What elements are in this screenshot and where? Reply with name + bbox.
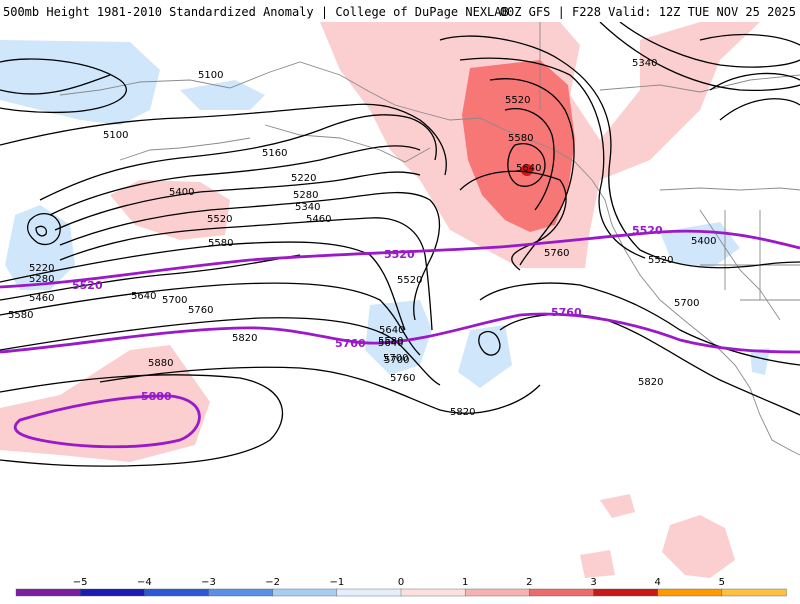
contour-label: 5220 — [291, 173, 316, 184]
positive-anomaly-area — [662, 515, 735, 578]
colorbar-cell — [721, 588, 787, 597]
contour-label: 5580 — [378, 336, 403, 347]
height-contours — [0, 22, 800, 467]
contour-label: 5220 — [29, 263, 54, 274]
colorbar-cell — [144, 588, 210, 597]
colorbar-cell — [336, 588, 402, 597]
colorbar: −5 −4 −3 −2 −1 0 1 2 3 4 5 — [0, 575, 800, 600]
contour-label: 5820 — [638, 377, 663, 388]
colorbar-tick-label: −4 — [137, 577, 152, 588]
map-panel: 5100 5100 5160 5220 5280 5340 5400 5460 … — [0, 22, 800, 579]
highlight-contour-label: 5760 — [551, 306, 582, 319]
positive-anomaly-area — [0, 345, 210, 462]
map-header: 500mb Height 1981-2010 Standardized Anom… — [0, 0, 800, 22]
anomaly-map: 5100 5100 5160 5220 5280 5340 5400 5460 … — [0, 22, 800, 578]
contour-label: 5100 — [198, 70, 223, 81]
contour-label: 5520 — [207, 214, 232, 225]
colorbar-cell — [529, 588, 595, 597]
colorbar-cell — [593, 588, 659, 597]
colorbar-cell — [657, 588, 723, 597]
colorbar-cells — [15, 588, 787, 597]
colorbar-cell — [208, 588, 274, 597]
negative-anomaly-area — [458, 325, 512, 388]
positive-anomaly-area — [110, 180, 230, 240]
contour-label: 5520 — [397, 275, 422, 286]
colorbar-tick-label: 2 — [526, 577, 532, 588]
contour-label: 5160 — [262, 148, 287, 159]
contour-label: 5820 — [450, 407, 475, 418]
contour-label: 5700 — [383, 353, 408, 364]
contour-label: 5640 — [379, 325, 404, 336]
colorbar-ticks: −5 −4 −3 −2 −1 0 1 2 3 4 5 — [73, 577, 725, 588]
colorbar-tick-label: 3 — [590, 577, 596, 588]
colorbar-tick-label: −5 — [73, 577, 88, 588]
positive-anomaly-area — [580, 550, 615, 578]
contour-label: 5460 — [29, 293, 54, 304]
colorbar-tick-label: 4 — [654, 577, 660, 588]
highlight-contours — [0, 229, 800, 449]
colorbar-cell — [400, 588, 466, 597]
contour-label: 5520 — [648, 255, 673, 266]
colorbar-graphic: −5 −4 −3 −2 −1 0 1 2 3 4 5 — [15, 577, 787, 597]
highlight-contour-label: 5520 — [72, 279, 103, 292]
contour-label: 5340 — [295, 202, 320, 213]
coastlines — [59, 22, 800, 456]
contour-label: 5580 — [208, 238, 233, 249]
colorbar-tick-label: 0 — [398, 577, 404, 588]
model-run-title: 00Z GFS | F228 Valid: 12Z TUE NOV 25 202… — [499, 5, 796, 19]
positive-anomaly-area — [600, 494, 635, 518]
negative-anomaly-area — [750, 348, 770, 375]
anomaly-shading — [0, 22, 770, 578]
highlight-contour-label: 5520 — [384, 248, 415, 261]
colorbar-cell — [464, 588, 531, 597]
colorbar-tick-label: 5 — [719, 577, 725, 588]
contour-label: 5400 — [691, 236, 716, 247]
contour-label: 5580 — [8, 310, 33, 321]
highlight-contour-label: 5880 — [141, 390, 172, 403]
contour-label: 5820 — [232, 333, 257, 344]
contour-label: 5700 — [674, 298, 699, 309]
contour-label: 5640 — [516, 163, 541, 174]
highlight-contour-label: 5760 — [335, 337, 366, 350]
contour-label: 5280 — [293, 190, 318, 201]
contour-label: 5880 — [148, 358, 173, 369]
colorbar-tick-label: −1 — [329, 577, 344, 588]
negative-anomaly-area — [180, 80, 265, 110]
contour-label: 5340 — [632, 58, 657, 69]
contour-label: 5280 — [29, 274, 54, 285]
product-title: 500mb Height 1981-2010 Standardized Anom… — [3, 5, 509, 19]
colorbar-tick-label: −2 — [265, 577, 280, 588]
contour-label: 5640 — [131, 291, 156, 302]
colorbar-tick-label: −3 — [201, 577, 216, 588]
contour-label: 5760 — [188, 305, 213, 316]
contour-label: 5400 — [169, 187, 194, 198]
contour-label: 5460 — [306, 214, 331, 225]
colorbar-tick-label: 1 — [462, 577, 468, 588]
colorbar-cell — [79, 588, 146, 597]
contour-label: 5760 — [544, 248, 569, 259]
contour-label: 5100 — [103, 130, 128, 141]
contour-label: 5580 — [508, 133, 533, 144]
contour-label: 5700 — [384, 355, 409, 366]
contour-label: 5640 — [378, 338, 403, 349]
contour-label-layer: 5100 5100 5160 5220 5280 5340 5400 5460 … — [8, 58, 716, 418]
contour-label: 5760 — [390, 373, 415, 384]
highlight-contour-label: 5520 — [632, 224, 663, 237]
highlight-label-layer: 5520 5520 5520 5760 5760 5880 — [72, 224, 663, 403]
colorbar-cell — [15, 588, 81, 597]
negative-anomaly-area — [5, 205, 75, 290]
negative-anomaly-area — [0, 40, 160, 125]
colorbar-cell — [272, 588, 338, 597]
peak-anomaly-center — [521, 164, 533, 176]
contour-label: 5520 — [505, 95, 530, 106]
contour-label: 5700 — [162, 295, 187, 306]
